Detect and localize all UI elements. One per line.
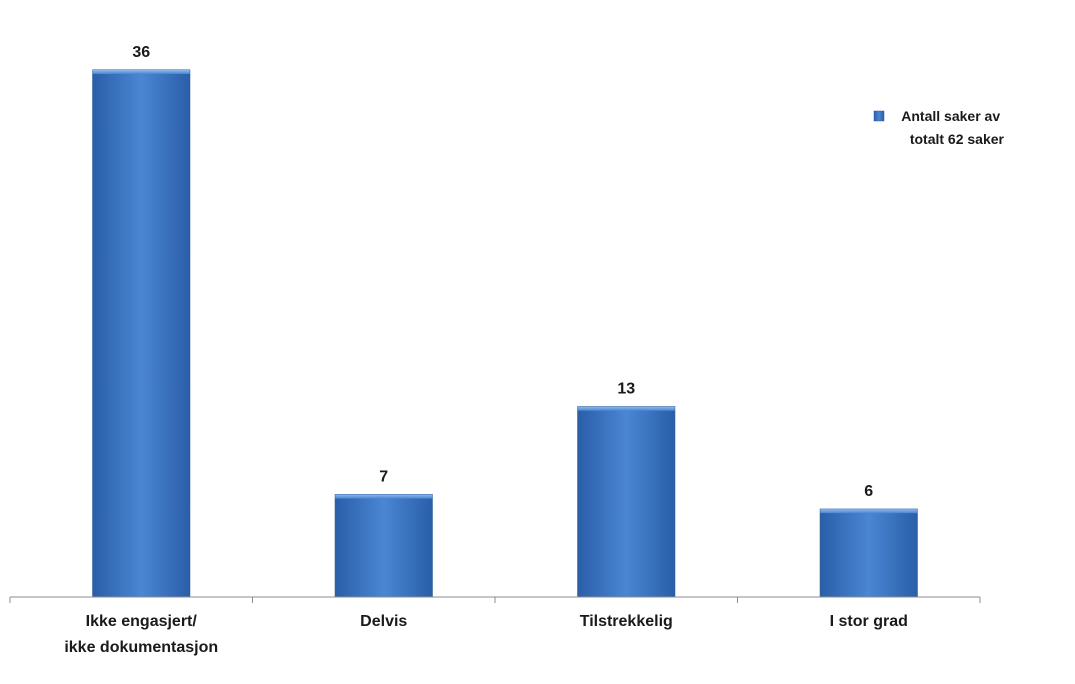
bar-top-highlight bbox=[820, 509, 918, 514]
bar-top-highlight bbox=[577, 406, 675, 411]
category-label-line: Delvis bbox=[360, 613, 407, 630]
category-labels: Ikke engasjert/ikke dokumentasjon Delvis T… bbox=[64, 613, 908, 656]
legend-label-line-2: totalt 62 saker bbox=[910, 131, 1005, 147]
bar-body bbox=[577, 406, 676, 598]
legend-swatch bbox=[873, 110, 885, 122]
category-label: I stor grad bbox=[830, 613, 908, 630]
x-axis-ticks bbox=[9, 597, 981, 603]
data-label: 6 bbox=[864, 483, 873, 500]
category-label: Tilstrekkelig bbox=[580, 613, 673, 630]
value-labels-layer: 36 7 13 6 bbox=[132, 44, 873, 500]
category-label-line: Ikke engasjert/ bbox=[86, 613, 198, 630]
bar bbox=[577, 406, 676, 598]
bar bbox=[334, 494, 433, 598]
legend-label-line-1: Antall saker av bbox=[901, 108, 1000, 124]
legend-label: Antall saker av totalt 62 saker bbox=[901, 108, 1004, 147]
category-label-line: ikke dokumentasjon bbox=[64, 639, 218, 656]
bar bbox=[819, 508, 918, 598]
data-label: 7 bbox=[379, 469, 388, 486]
data-label: 36 bbox=[132, 44, 150, 61]
bar bbox=[92, 69, 191, 598]
category-label: Delvis bbox=[360, 613, 407, 630]
category-label: Ikke engasjert/ikke dokumentasjon bbox=[64, 613, 218, 656]
bar-top-highlight bbox=[335, 494, 433, 499]
data-label: 13 bbox=[617, 381, 635, 398]
bar-body bbox=[334, 494, 433, 598]
bar-top-highlight bbox=[92, 70, 190, 74]
bar-body bbox=[819, 508, 918, 598]
bar-body bbox=[92, 69, 191, 598]
legend: Antall saker av totalt 62 saker bbox=[873, 108, 1005, 147]
category-label-line: Tilstrekkelig bbox=[580, 613, 673, 630]
category-label-line: I stor grad bbox=[830, 613, 908, 630]
bars-layer bbox=[92, 69, 918, 598]
